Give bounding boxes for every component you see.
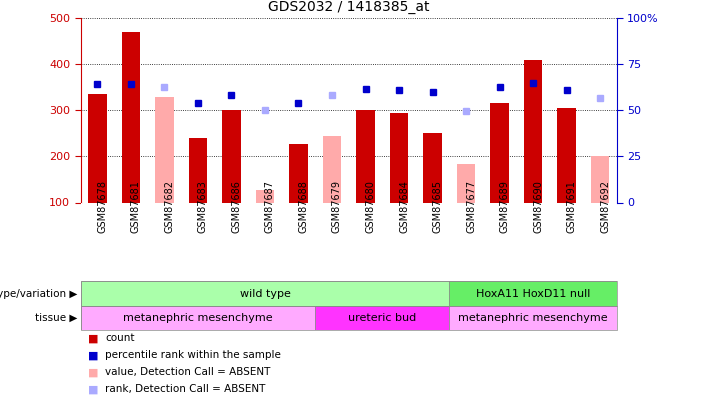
Text: metanephric mesenchyme: metanephric mesenchyme <box>123 313 273 323</box>
Text: wild type: wild type <box>240 289 290 298</box>
Text: GSM87681: GSM87681 <box>131 180 141 233</box>
Text: GSM87685: GSM87685 <box>433 180 442 233</box>
Bar <box>322 136 341 202</box>
Text: percentile rank within the sample: percentile rank within the sample <box>105 350 281 360</box>
Bar <box>390 113 408 202</box>
Text: GSM87687: GSM87687 <box>265 180 275 233</box>
Text: GSM87683: GSM87683 <box>198 180 208 233</box>
Bar <box>81 281 449 306</box>
Text: GSM87690: GSM87690 <box>533 180 543 233</box>
Bar <box>88 94 107 202</box>
Text: ■: ■ <box>88 333 98 343</box>
Title: GDS2032 / 1418385_at: GDS2032 / 1418385_at <box>268 0 430 15</box>
Text: GSM87689: GSM87689 <box>500 180 510 233</box>
Text: GSM87684: GSM87684 <box>399 180 409 233</box>
Bar <box>591 156 609 202</box>
Text: GSM87692: GSM87692 <box>600 180 610 233</box>
Text: GSM87682: GSM87682 <box>165 180 175 233</box>
Bar <box>557 108 576 202</box>
Text: ■: ■ <box>88 367 98 377</box>
Bar <box>423 133 442 202</box>
Bar <box>449 281 617 306</box>
Text: ■: ■ <box>88 384 98 394</box>
Text: GSM87679: GSM87679 <box>332 180 342 233</box>
Bar <box>155 96 174 202</box>
Text: GSM87680: GSM87680 <box>365 180 376 233</box>
Bar <box>524 60 543 202</box>
Text: metanephric mesenchyme: metanephric mesenchyme <box>458 313 608 323</box>
Bar <box>449 306 617 330</box>
Bar <box>122 32 140 202</box>
Bar <box>315 306 449 330</box>
Text: tissue ▶: tissue ▶ <box>35 313 77 323</box>
Text: ■: ■ <box>88 350 98 360</box>
Bar <box>256 190 274 202</box>
Text: rank, Detection Call = ABSENT: rank, Detection Call = ABSENT <box>105 384 266 394</box>
Bar <box>356 110 375 202</box>
Text: GSM87688: GSM87688 <box>299 180 308 233</box>
Text: value, Detection Call = ABSENT: value, Detection Call = ABSENT <box>105 367 271 377</box>
Text: ureteric bud: ureteric bud <box>348 313 416 323</box>
Bar <box>222 110 240 202</box>
Text: GSM87678: GSM87678 <box>97 180 107 233</box>
Bar <box>491 103 509 202</box>
Bar <box>81 306 315 330</box>
Text: GSM87686: GSM87686 <box>231 180 241 233</box>
Text: genotype/variation ▶: genotype/variation ▶ <box>0 289 77 298</box>
Text: count: count <box>105 333 135 343</box>
Text: GSM87677: GSM87677 <box>466 180 476 233</box>
Bar <box>457 164 475 202</box>
Text: HoxA11 HoxD11 null: HoxA11 HoxD11 null <box>476 289 590 298</box>
Bar <box>290 143 308 202</box>
Bar <box>189 138 207 202</box>
Text: GSM87691: GSM87691 <box>566 180 577 233</box>
